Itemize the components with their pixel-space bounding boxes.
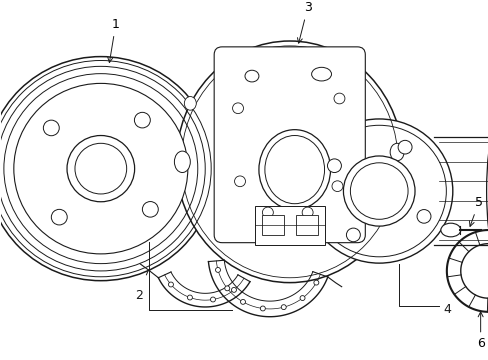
Ellipse shape — [0, 57, 215, 281]
Ellipse shape — [281, 305, 285, 310]
Ellipse shape — [43, 120, 59, 136]
Ellipse shape — [346, 228, 360, 242]
Ellipse shape — [333, 93, 344, 104]
Ellipse shape — [486, 138, 488, 245]
Text: 4: 4 — [442, 303, 450, 316]
Ellipse shape — [134, 112, 150, 128]
Ellipse shape — [176, 41, 402, 283]
Ellipse shape — [184, 96, 196, 110]
Ellipse shape — [389, 143, 403, 161]
Ellipse shape — [232, 103, 243, 114]
Text: 3: 3 — [297, 1, 311, 43]
Ellipse shape — [210, 297, 215, 302]
Bar — [295, 215, 317, 235]
Text: 1: 1 — [107, 18, 120, 63]
Ellipse shape — [327, 159, 341, 172]
Ellipse shape — [397, 140, 411, 154]
Ellipse shape — [240, 300, 245, 304]
Text: 5: 5 — [468, 196, 482, 226]
Ellipse shape — [142, 202, 158, 217]
Bar — [262, 215, 283, 235]
Bar — [254, 206, 324, 245]
Text: 2: 2 — [134, 289, 142, 302]
Ellipse shape — [75, 143, 126, 194]
Ellipse shape — [234, 176, 245, 186]
Ellipse shape — [313, 280, 318, 285]
Ellipse shape — [224, 286, 229, 291]
Ellipse shape — [51, 210, 67, 225]
Ellipse shape — [231, 288, 236, 292]
Ellipse shape — [331, 181, 342, 192]
Ellipse shape — [260, 306, 265, 311]
Ellipse shape — [440, 223, 460, 237]
Ellipse shape — [67, 135, 134, 202]
Ellipse shape — [262, 207, 273, 218]
Ellipse shape — [187, 295, 192, 300]
Ellipse shape — [305, 119, 452, 263]
Ellipse shape — [416, 210, 430, 223]
Ellipse shape — [343, 156, 414, 226]
Ellipse shape — [300, 296, 305, 301]
FancyBboxPatch shape — [214, 47, 365, 243]
Ellipse shape — [168, 282, 173, 287]
Ellipse shape — [258, 130, 330, 210]
Ellipse shape — [174, 151, 190, 172]
Ellipse shape — [14, 84, 187, 254]
Ellipse shape — [215, 267, 220, 273]
Ellipse shape — [311, 67, 331, 81]
Ellipse shape — [244, 70, 258, 82]
Ellipse shape — [302, 207, 312, 218]
Text: 6: 6 — [476, 312, 484, 351]
